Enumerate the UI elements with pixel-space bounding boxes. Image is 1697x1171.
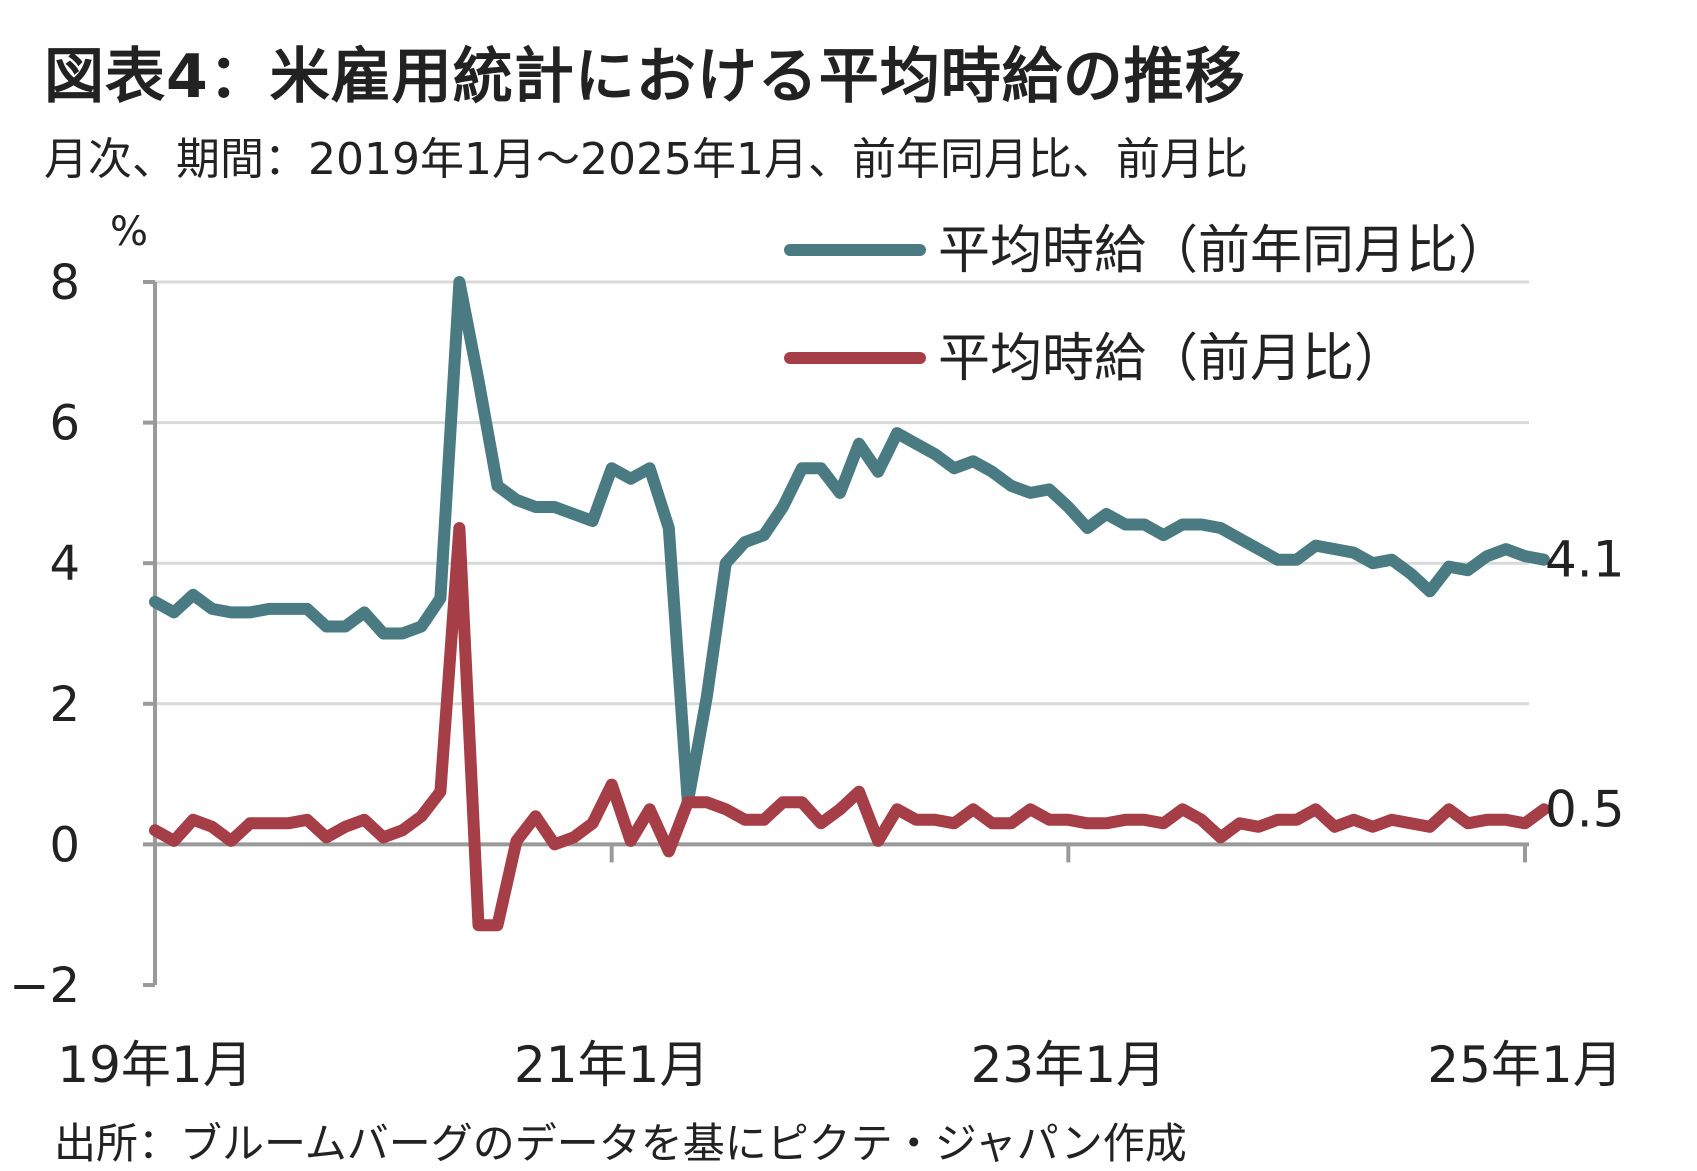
y-tick-label: −2 <box>9 958 80 1014</box>
legend-label-mom: 平均時給（前月比） <box>938 329 1406 389</box>
end-labels: 4.1 0.5 <box>1545 531 1625 839</box>
chart-title: 図表4：米雇用統計における平均時給の推移 <box>44 42 1246 112</box>
y-tick-label: 4 <box>49 536 80 592</box>
series-line-mom <box>149 522 1550 932</box>
y-unit-label: % <box>110 209 148 255</box>
end-label-mom: 0.5 <box>1545 780 1625 838</box>
legend-label-yoy: 平均時給（前年同月比） <box>938 221 1510 281</box>
y-tick-label: 8 <box>49 255 80 311</box>
x-tick-label: 23年1月 <box>971 1036 1166 1094</box>
x-tick-label: 25年1月 <box>1427 1036 1622 1094</box>
series-lines <box>149 276 1550 932</box>
source-note: 出所：ブルームバーグのデータを基にピクテ・ジャパン作成 <box>54 1119 1187 1168</box>
legend: 平均時給（前年同月比） 平均時給（前月比） <box>784 221 1510 389</box>
y-tick-label: 2 <box>49 677 80 733</box>
end-label-yoy: 4.1 <box>1545 531 1625 589</box>
chart-subtitle: 月次、期間：2019年1月～2025年1月、前年同月比、前月比 <box>44 134 1248 185</box>
series-line-yoy <box>149 276 1550 809</box>
x-tick-label: 21年1月 <box>514 1036 709 1094</box>
y-tick-label: 0 <box>49 817 80 873</box>
axes: 8 6 4 2 0 −2% 19年1月 21年1月 23年1月 25年1月 <box>9 209 1622 1094</box>
y-tick-label: 6 <box>49 396 80 452</box>
x-tick-label: 19年1月 <box>57 1036 252 1094</box>
